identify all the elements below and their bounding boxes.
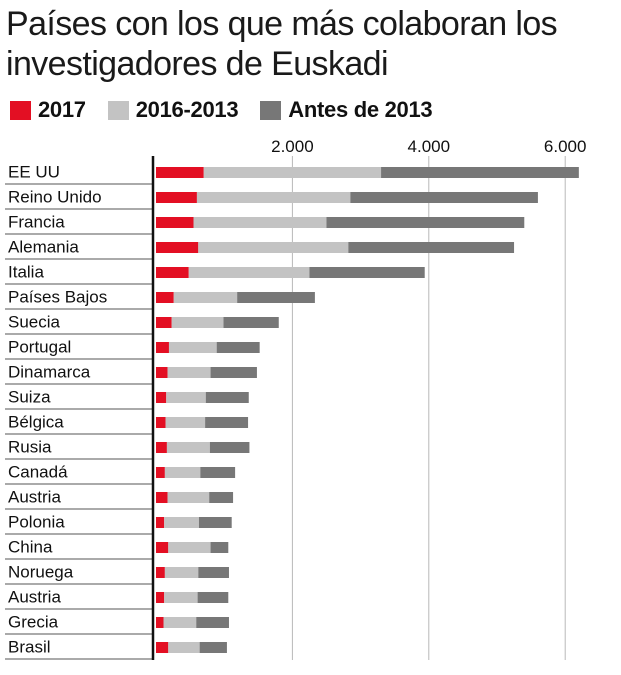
bar-segment-2017: [156, 342, 169, 353]
bar-segment-antes-2013: [348, 242, 515, 253]
legend-swatch-2016-2013: [107, 100, 129, 120]
bar-segment-antes-2013: [197, 592, 229, 603]
bar-segment-2016-2013: [168, 342, 217, 353]
category-label: Suecia: [8, 313, 61, 332]
bar-segment-antes-2013: [223, 317, 279, 328]
bar-segment-2016-2013: [196, 192, 351, 203]
category-label: China: [8, 538, 53, 557]
category-label: Portugal: [8, 338, 71, 357]
bar-segment-2017: [156, 217, 194, 228]
category-label: Canadá: [8, 463, 68, 482]
legend-swatch-2017: [10, 100, 31, 120]
bar-segment-antes-2013: [210, 542, 229, 553]
bar-segment-antes-2013: [196, 617, 229, 628]
category-label: Reino Unido: [8, 188, 102, 207]
bar-segment-2017: [156, 267, 189, 278]
bar-segment-2017: [156, 367, 168, 378]
bar-segment-2016-2013: [198, 242, 349, 253]
bar-segment-2016-2013: [167, 492, 210, 503]
category-label: Países Bajos: [8, 288, 107, 307]
category-label: Noruega: [8, 563, 74, 582]
category-label: Austria: [8, 588, 61, 607]
bar-segment-2017: [156, 467, 165, 478]
bar-segment-antes-2013: [237, 292, 315, 303]
bar-segment-2016-2013: [171, 317, 224, 328]
bar-segment-2017: [156, 567, 165, 578]
bar-segment-antes-2013: [209, 492, 234, 503]
bar-segment-2017: [156, 642, 169, 653]
category-label: Brasil: [8, 638, 51, 657]
bar-segment-2017: [156, 442, 167, 453]
bar-segment-antes-2013: [350, 192, 538, 203]
bar-segment-2016-2013: [188, 267, 310, 278]
legend-label-2017: 2017: [38, 97, 86, 122]
bar-segment-2017: [156, 242, 199, 253]
bar-segment-antes-2013: [210, 367, 257, 378]
bar-segment-antes-2013: [199, 642, 227, 653]
chart-legend: 2017 2016-2013 Antes de 2013: [10, 96, 454, 124]
bar-segment-antes-2013: [326, 217, 525, 228]
bar-segment-2016-2013: [166, 442, 210, 453]
bar-segment-antes-2013: [198, 567, 229, 578]
category-label: Alemania: [8, 238, 79, 257]
chart-title: Países con los que más colaboran los inv…: [6, 4, 618, 84]
bar-segment-2016-2013: [193, 217, 327, 228]
bar-segment-antes-2013: [216, 342, 260, 353]
bar-segment-2017: [156, 392, 167, 403]
category-label: Dinamarca: [8, 363, 91, 382]
category-label: Rusia: [8, 438, 52, 457]
bar-segment-2017: [156, 617, 164, 628]
bar-segment-antes-2013: [381, 167, 579, 178]
category-label: EE UU: [8, 163, 60, 182]
bar-segment-2016-2013: [168, 542, 211, 553]
bar-segment-antes-2013: [200, 467, 236, 478]
chart-title-line-2: investigadores de Euskadi: [6, 45, 389, 83]
bar-segment-2017: [156, 492, 168, 503]
bar-segment-2016-2013: [164, 467, 201, 478]
bar-segment-2016-2013: [166, 392, 206, 403]
bar-segment-2017: [156, 317, 172, 328]
legend-swatch-antes-2013: [260, 100, 282, 120]
bar-segment-2017: [156, 192, 197, 203]
category-label: Francia: [8, 213, 65, 232]
bar-segment-antes-2013: [309, 267, 425, 278]
x-tick-label-6000: 6.000: [544, 137, 587, 156]
bar-segment-2017: [156, 542, 169, 553]
legend-item-2017: 2017: [10, 97, 86, 123]
category-label: Polonia: [8, 513, 65, 532]
bar-segment-2016-2013: [164, 517, 199, 528]
bar-segment-2017: [156, 292, 174, 303]
bar-segment-antes-2013: [205, 392, 249, 403]
category-label: Italia: [8, 263, 44, 282]
bar-segment-antes-2013: [209, 442, 250, 453]
legend-label-antes-2013: Antes de 2013: [288, 97, 433, 122]
category-label: Bélgica: [8, 413, 64, 432]
bar-segment-2017: [156, 417, 166, 428]
x-tick-label-2000: 2.000: [271, 137, 314, 156]
bar-segment-2016-2013: [164, 592, 198, 603]
category-label: Austria: [8, 488, 61, 507]
legend-item-antes-2013: Antes de 2013: [260, 97, 433, 123]
legend-label-2016-2013: 2016-2013: [135, 97, 239, 122]
category-label: Grecia: [8, 613, 59, 632]
bar-segment-2016-2013: [168, 642, 200, 653]
bar-segment-antes-2013: [205, 417, 249, 428]
bar-segment-2017: [156, 167, 204, 178]
chart-title-line-1: Países con los que más colaboran los: [6, 5, 558, 43]
bar-segment-2017: [156, 592, 165, 603]
bar-segment-2016-2013: [165, 417, 206, 428]
bar-segment-2017: [156, 517, 165, 528]
legend-item-2016-2013: 2016-2013: [107, 97, 239, 123]
x-tick-label-4000: 4.000: [408, 137, 451, 156]
bar-segment-2016-2013: [173, 292, 238, 303]
category-label: Suiza: [8, 388, 51, 407]
bar-segment-antes-2013: [198, 517, 232, 528]
bar-segment-2016-2013: [167, 367, 211, 378]
bar-segment-2016-2013: [203, 167, 382, 178]
bar-segment-2016-2013: [164, 567, 199, 578]
bar-segment-2016-2013: [163, 617, 197, 628]
